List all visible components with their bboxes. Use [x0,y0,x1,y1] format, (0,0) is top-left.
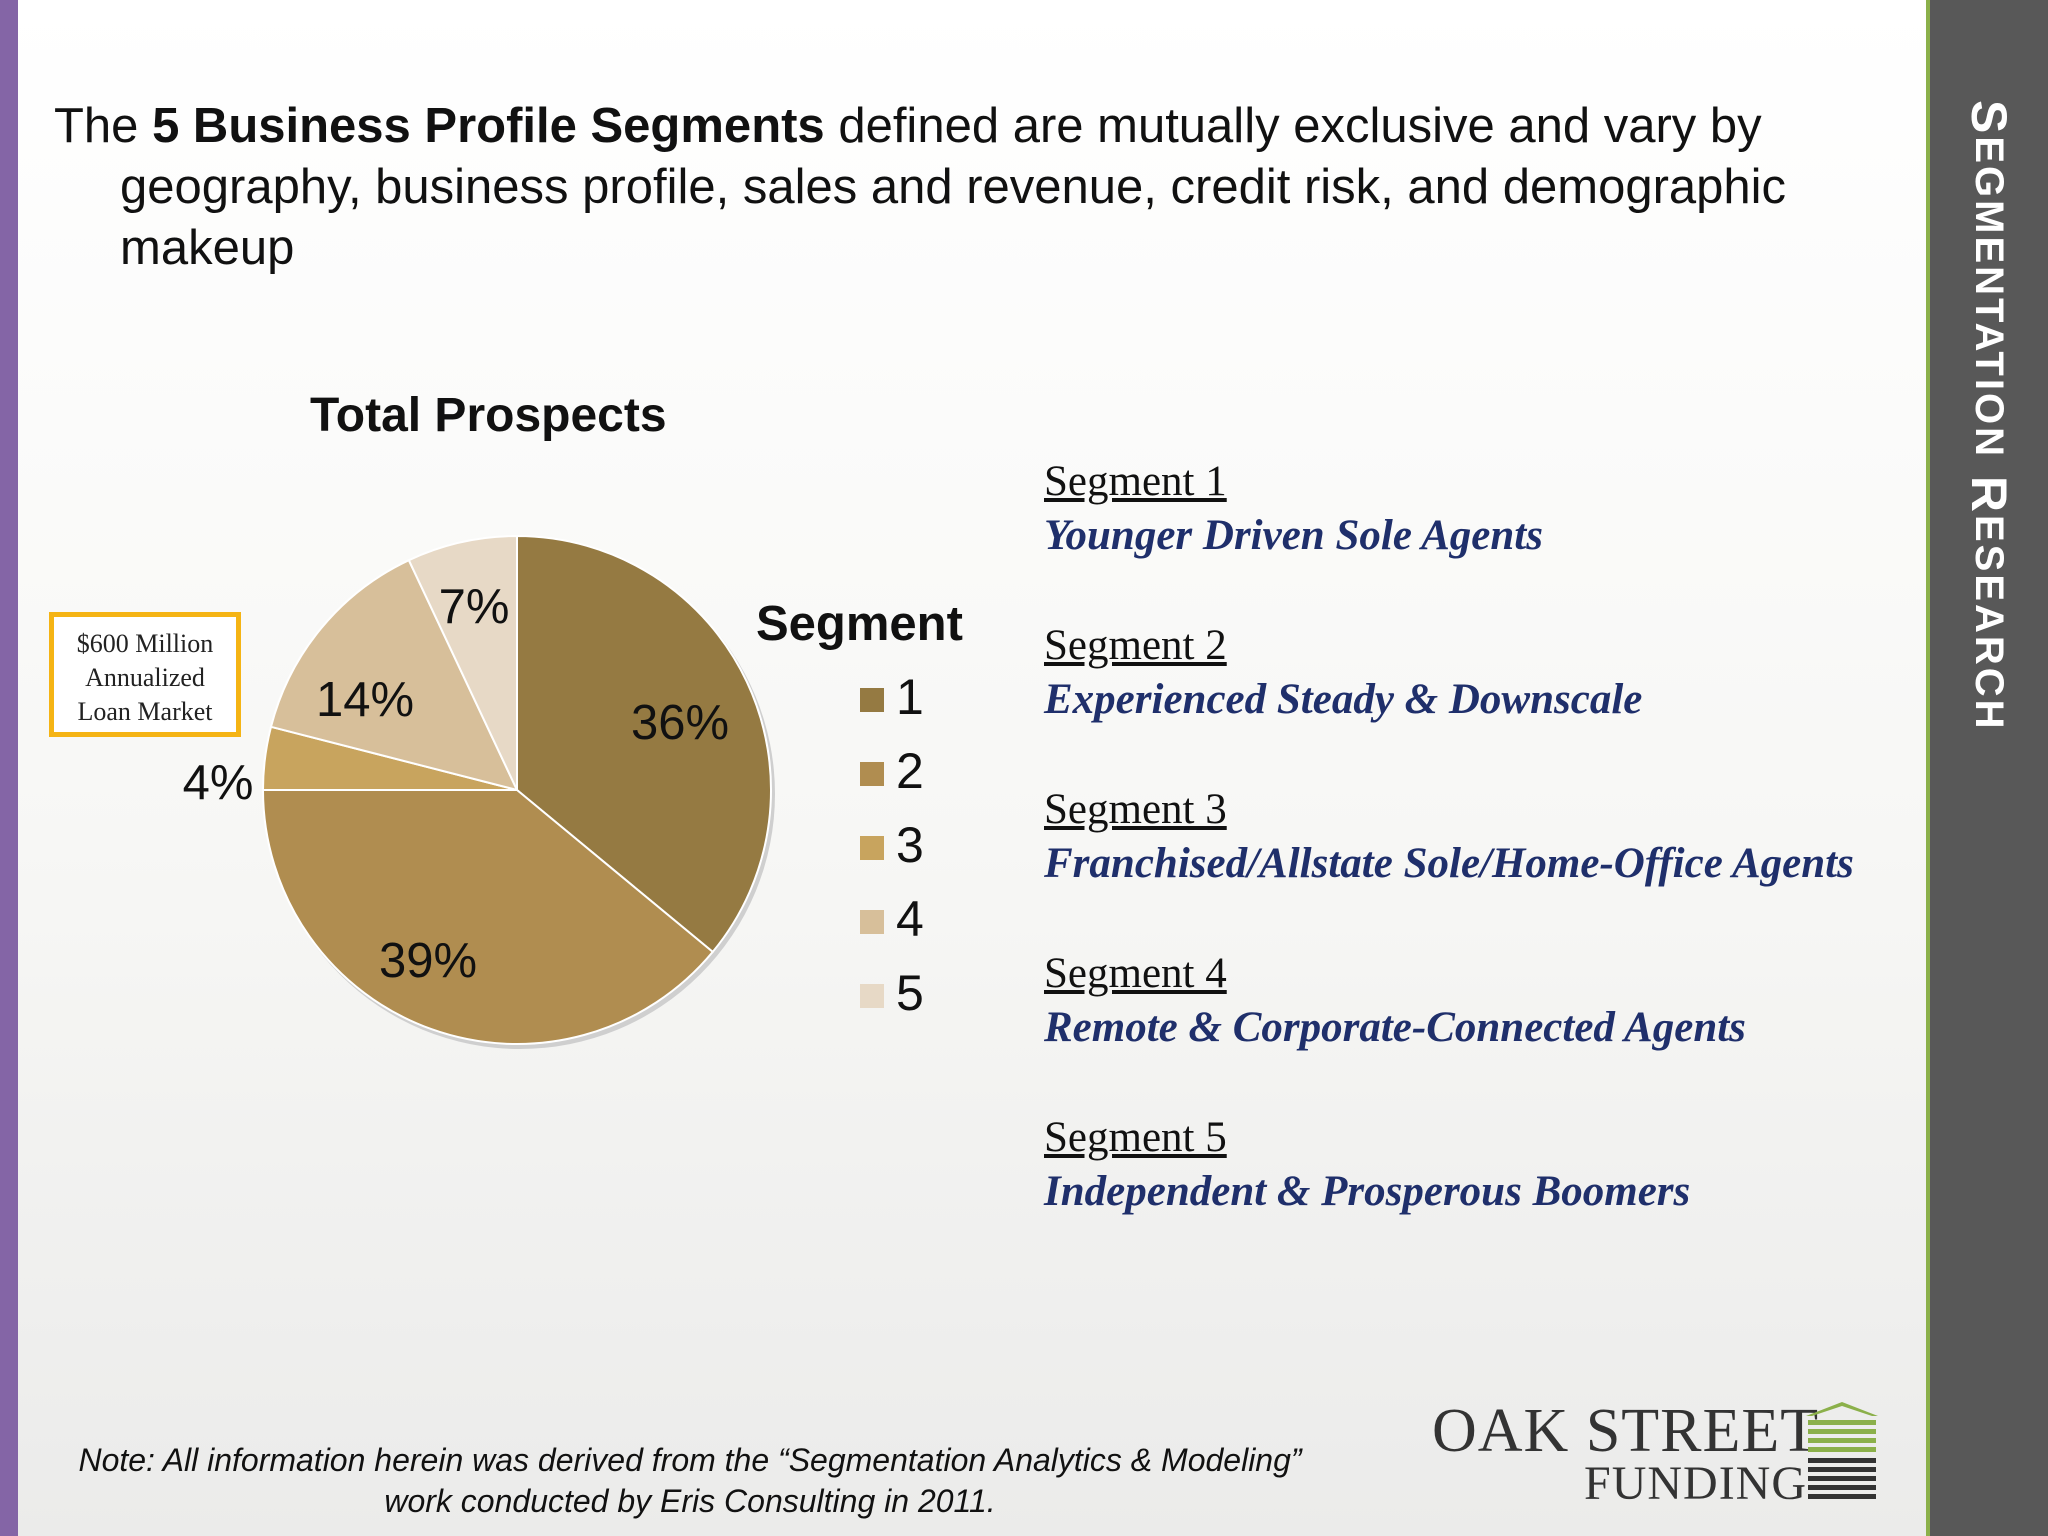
pie-label-segment-1: 36% [631,696,729,750]
segment-3-name: Franchised/Allstate Sole/Home-Office Age… [1044,840,1854,887]
segment-3-heading: Segment 3 [1044,786,1227,833]
legend-title: Segment [756,597,963,651]
intro-suffix: defined are mutually exclusive and vary … [120,99,1787,275]
intro-bold: 5 Business Profile Segments [152,99,825,153]
pie-label-segment-2: 39% [379,934,477,988]
segment-5-name: Independent & Prosperous Boomers [1044,1168,1691,1215]
pie-slice-segment-5 [407,534,518,791]
legend-label-segment-2: 2 [896,743,924,799]
building-stack-icon [1806,1402,1878,1499]
segment-2-heading: Segment 2 [1044,622,1227,669]
pie-slice-segment-1 [516,534,772,954]
segment-5-heading: Segment 5 [1044,1114,1227,1161]
legend-swatch-segment-4 [860,910,884,934]
segment-1-heading: Segment 1 [1044,458,1227,505]
callout-line-2: Annualized [85,663,205,692]
market-size-callout: $600 Million Annualized Loan Market [49,612,241,737]
segment-4-block: Segment 4 Remote & Corporate-Connected A… [1044,948,1746,1056]
segment-1-block: Segment 1 Younger Driven Sole Agents [1044,456,1543,564]
side-title-panel: SEGMENTATION RESEARCH [1926,0,2048,1536]
segment-2-block: Segment 2 Experienced Steady & Downscale [1044,620,1642,728]
pie-slice-segment-2 [261,789,715,1045]
legend-swatch-segment-1 [860,688,884,712]
intro-text: The 5 Business Profile Segments defined … [54,96,1950,279]
segment-1-name: Younger Driven Sole Agents [1044,512,1543,559]
legend-swatch-segment-3 [860,836,884,860]
segment-4-heading: Segment 4 [1044,950,1227,997]
side-title-rest-1: EGMENTATION [1967,136,2011,459]
side-title-initial-1: S [1961,100,2017,137]
logo-text-line-2: FUNDING [1584,1457,1807,1510]
source-note-line-1: Note: All information herein was derived… [78,1442,1302,1478]
callout-line-1: $600 Million [76,629,214,658]
pie-slice-segment-4 [269,558,519,792]
side-title: SEGMENTATION RESEARCH [1960,100,2018,732]
legend-label-segment-4: 4 [896,891,924,947]
segment-3-block: Segment 3 Franchised/Allstate Sole/Home-… [1044,784,1854,892]
legend-label-segment-5: 5 [896,965,924,1021]
legend-label-segment-3: 3 [896,817,924,873]
side-title-rest-2: ESEARCH [1967,514,2011,732]
segment-5-block: Segment 5 Independent & Prosperous Boome… [1044,1112,1690,1220]
legend-label-segment-1: 1 [896,669,924,725]
legend-swatch-segment-2 [860,762,884,786]
pie-label-segment-3: 4% [183,756,254,810]
source-note-line-2: work conducted by Eris Consulting in 201… [384,1483,996,1519]
chart-title: Total Prospects [310,389,667,442]
company-logo: OAK STREET FUNDING [1432,1396,1892,1516]
logo-text-line-1: OAK STREET [1432,1397,1820,1465]
segment-2-name: Experienced Steady & Downscale [1044,676,1643,723]
source-note: Note: All information herein was derived… [30,1440,1350,1522]
legend-swatch-segment-5 [860,984,884,1008]
callout-line-3: Loan Market [77,697,213,726]
pie-label-segment-4: 14% [316,673,414,727]
left-accent-bar [0,0,18,1536]
pie-label-segment-5: 7% [439,580,510,634]
segment-4-name: Remote & Corporate-Connected Agents [1044,1004,1746,1051]
intro-prefix: The [54,99,153,153]
side-title-initial-2: R [1961,475,2017,515]
